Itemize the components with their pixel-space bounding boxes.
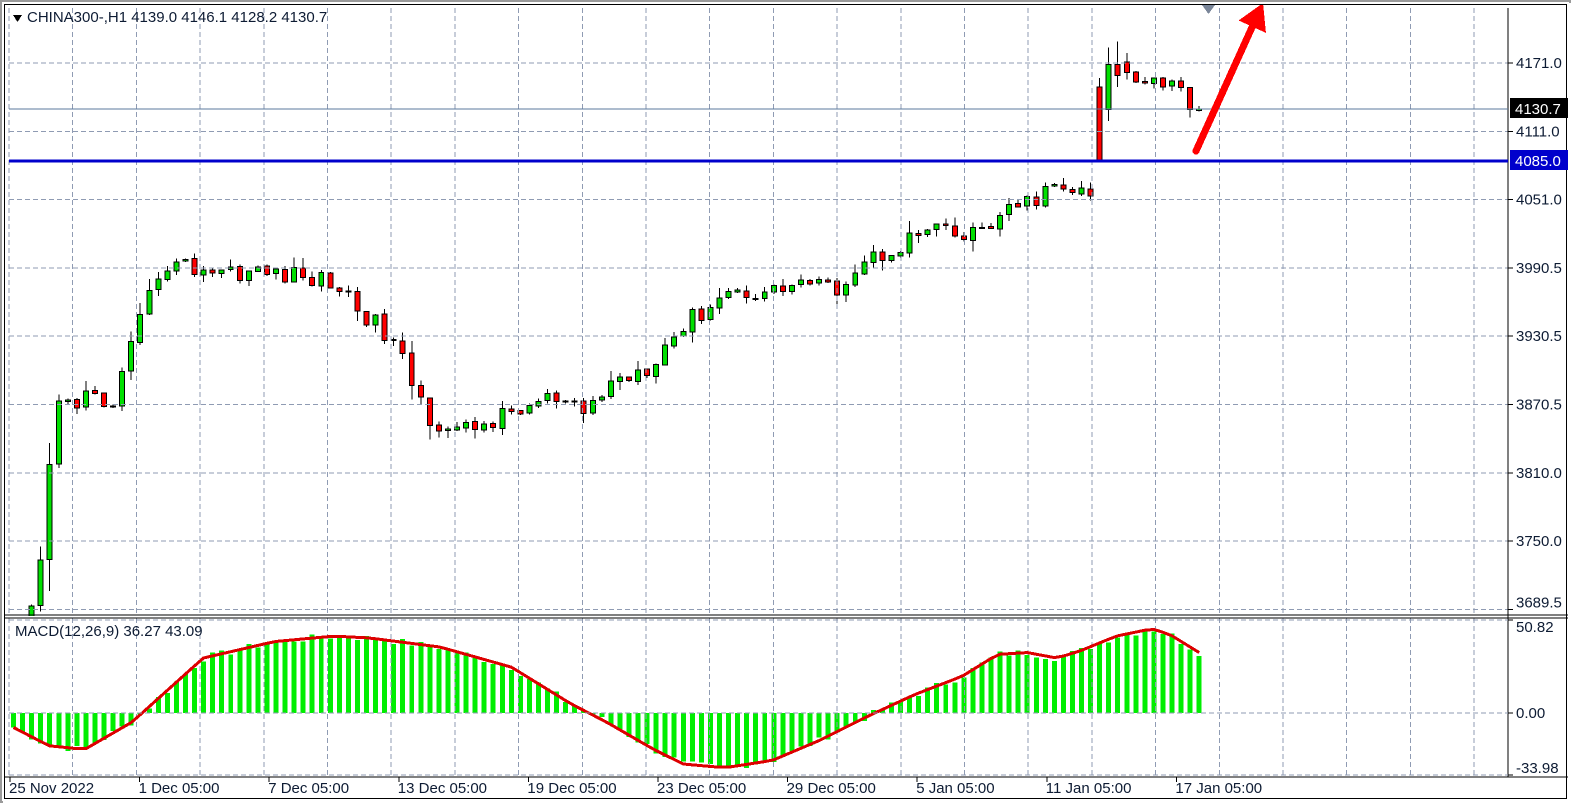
svg-text:4051.0: 4051.0 bbox=[1516, 191, 1562, 208]
svg-text:MACD(12,26,9) 36.27 43.09: MACD(12,26,9) 36.27 43.09 bbox=[15, 623, 203, 640]
svg-text:CHINA300-,H1 4139.0 4146.1 4: CHINA300-,H1 4139.0 4146.1 4128.2 4130.7 bbox=[27, 9, 327, 26]
svg-text:23 Dec 05:00: 23 Dec 05:00 bbox=[657, 780, 746, 797]
svg-text:1 Dec 05:00: 1 Dec 05:00 bbox=[139, 780, 220, 797]
svg-text:13 Dec 05:00: 13 Dec 05:00 bbox=[398, 780, 487, 797]
svg-text:3990.5: 3990.5 bbox=[1516, 260, 1562, 277]
svg-text:4111.0: 4111.0 bbox=[1516, 123, 1560, 140]
svg-text:-33.98: -33.98 bbox=[1516, 760, 1559, 777]
svg-text:4130.7: 4130.7 bbox=[1515, 101, 1561, 118]
svg-text:3810.0: 3810.0 bbox=[1516, 465, 1562, 482]
svg-text:29 Dec 05:00: 29 Dec 05:00 bbox=[787, 780, 876, 797]
svg-text:19 Dec 05:00: 19 Dec 05:00 bbox=[527, 780, 616, 797]
svg-text:5 Jan 05:00: 5 Jan 05:00 bbox=[916, 780, 994, 797]
svg-text:3689.5: 3689.5 bbox=[1516, 595, 1562, 612]
svg-text:3870.5: 3870.5 bbox=[1516, 396, 1562, 413]
svg-text:0.00: 0.00 bbox=[1516, 705, 1545, 722]
svg-text:17 Jan 05:00: 17 Jan 05:00 bbox=[1175, 780, 1262, 797]
svg-text:4171.0: 4171.0 bbox=[1516, 55, 1562, 72]
svg-text:11 Jan 05:00: 11 Jan 05:00 bbox=[1046, 780, 1132, 797]
svg-text:50.82: 50.82 bbox=[1516, 619, 1554, 636]
svg-text:25 Nov 2022: 25 Nov 2022 bbox=[9, 780, 94, 797]
svg-text:7 Dec 05:00: 7 Dec 05:00 bbox=[268, 780, 349, 797]
svg-text:3930.5: 3930.5 bbox=[1516, 328, 1562, 345]
svg-text:4085.0: 4085.0 bbox=[1515, 153, 1561, 170]
svg-text:3750.0: 3750.0 bbox=[1516, 533, 1562, 550]
